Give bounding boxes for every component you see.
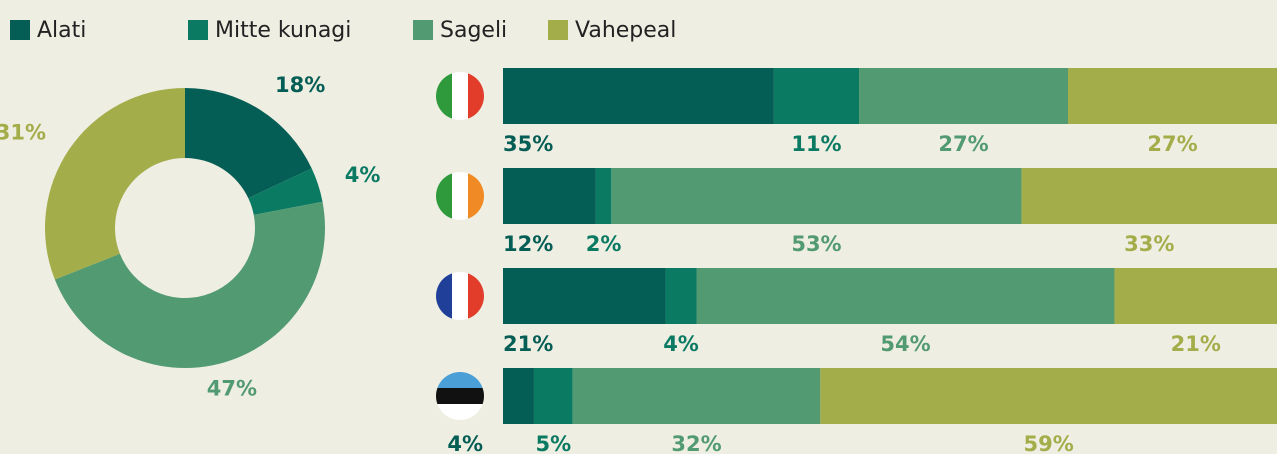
legend-label: Mitte kunagi (215, 18, 351, 43)
flag-ireland (436, 172, 484, 220)
legend-label: Sageli (440, 18, 507, 43)
bar-segment (696, 268, 1115, 324)
bar-segment (503, 268, 666, 324)
donut-label: 47% (207, 376, 257, 400)
bar-label: 12% (503, 232, 553, 256)
flag-italy (436, 72, 484, 120)
bar-segment (572, 368, 821, 424)
bar-label: 11% (791, 132, 841, 156)
donut-label: 18% (275, 73, 325, 97)
bar-label: 4% (447, 432, 483, 454)
flag-france (436, 272, 484, 320)
bar-label: 2% (586, 232, 622, 256)
legend-swatch (548, 20, 568, 40)
bar-segment (595, 168, 612, 224)
bar-label: 21% (503, 332, 553, 356)
bar-segment (533, 368, 573, 424)
bar-label: 35% (503, 132, 553, 156)
bar-segment (503, 68, 774, 124)
bar-segment (611, 168, 1022, 224)
legend-swatch (188, 20, 208, 40)
bar-segment (665, 268, 697, 324)
legend-label: Vahepeal (575, 18, 676, 43)
bar-label: 53% (791, 232, 841, 256)
donut-label: 31% (0, 121, 46, 145)
bar-label: 54% (880, 332, 930, 356)
legend-label: Alati (37, 18, 86, 43)
bar-segment (859, 68, 1069, 124)
donut-segment (54, 201, 325, 368)
bar-segment (1021, 168, 1277, 224)
donut-segment (185, 88, 312, 199)
flag-estonia (436, 372, 484, 420)
bar-segment (503, 368, 534, 424)
bar-segment (1114, 268, 1277, 324)
bar-label: 21% (1171, 332, 1221, 356)
bar-segment (503, 168, 596, 224)
bar-label: 5% (535, 432, 571, 454)
bar-label: 33% (1124, 232, 1174, 256)
bar-segment (820, 368, 1277, 424)
bar-label: 32% (671, 432, 721, 454)
bar-label: 4% (663, 332, 699, 356)
legend-swatch (10, 20, 30, 40)
donut-label: 4% (345, 163, 381, 187)
bar-segment (773, 68, 860, 124)
bar-label: 27% (938, 132, 988, 156)
bar-label: 27% (1147, 132, 1197, 156)
donut-segment (44, 88, 186, 280)
legend-swatch (413, 20, 433, 40)
bar-segment (1068, 68, 1277, 124)
bar-label: 59% (1024, 432, 1074, 454)
donut-segment (248, 168, 323, 215)
